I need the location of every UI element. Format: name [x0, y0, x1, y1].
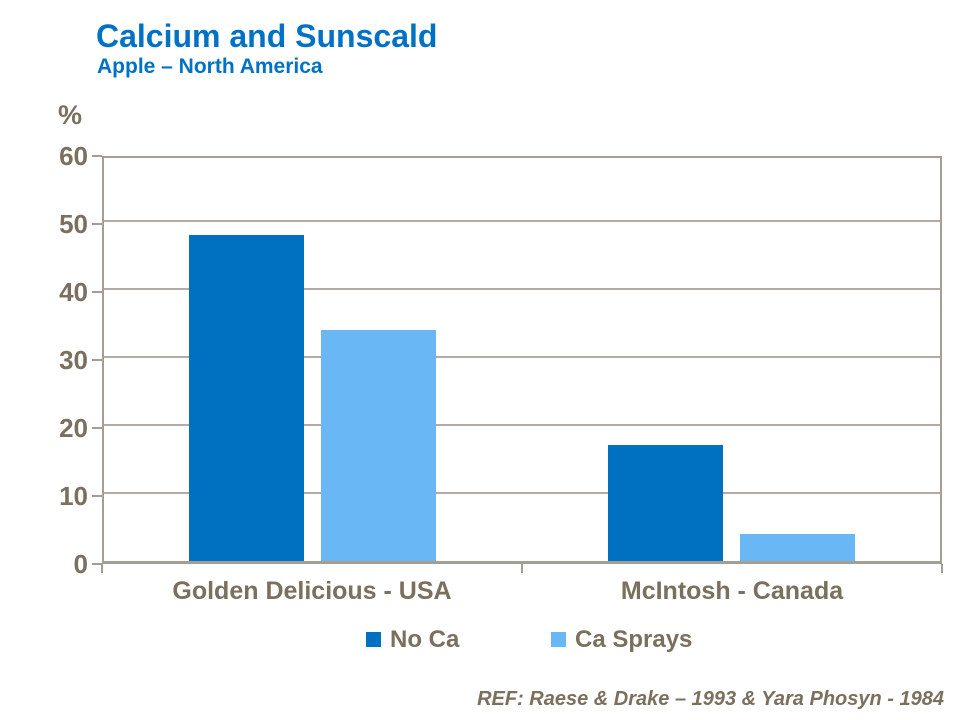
y-tick-mark-20	[92, 427, 102, 429]
gridline-10	[104, 492, 940, 494]
bar-no-ca-golden-delicious-usa	[188, 235, 304, 561]
chart-title: Calcium and Sunscald	[96, 18, 438, 54]
legend-item-no-ca: No Ca	[366, 626, 459, 654]
bar-no-ca-mcintosh-canada	[607, 445, 723, 561]
x-tick-mark-1	[521, 564, 523, 573]
gridline-20	[104, 424, 940, 426]
y-tick-label-40: 40	[59, 277, 88, 307]
y-tick-label-60: 60	[59, 141, 88, 171]
gridline-50	[104, 220, 940, 222]
gridline-40	[104, 288, 940, 290]
x-tick-mark-2	[941, 564, 943, 573]
y-tick-mark-40	[92, 291, 102, 293]
y-tick-mark-0	[92, 563, 102, 565]
bar-ca-sprays-mcintosh-canada	[739, 534, 855, 561]
chart-subtitle: Apple – North America	[97, 55, 323, 78]
bar-ca-sprays-golden-delicious-usa	[320, 330, 436, 561]
y-tick-label-10: 10	[59, 481, 88, 511]
y-tick-mark-30	[92, 359, 102, 361]
x-category-label-golden-delicious-usa: Golden Delicious - USA	[172, 577, 452, 605]
x-tick-mark-0	[101, 564, 103, 573]
gridline-30	[104, 356, 940, 358]
legend-item-ca-sprays: Ca Sprays	[551, 626, 692, 654]
y-tick-mark-50	[92, 223, 102, 225]
legend-label-ca-sprays: Ca Sprays	[575, 626, 693, 653]
y-tick-label-0: 0	[73, 549, 88, 579]
y-tick-label-20: 20	[59, 413, 88, 443]
legend-label-no-ca: No Ca	[390, 626, 460, 653]
y-tick-mark-10	[92, 495, 102, 497]
legend-swatch-no-ca	[366, 632, 381, 647]
legend-swatch-ca-sprays	[551, 632, 566, 647]
x-category-label-mcintosh-canada: McIntosh - Canada	[620, 577, 844, 605]
y-tick-label-30: 30	[59, 345, 88, 375]
y-axis-unit-label: %	[58, 100, 83, 130]
reference-text: REF: Raese & Drake – 1993 & Yara Phosyn …	[477, 688, 944, 710]
plot-area	[102, 156, 942, 564]
y-tick-mark-60	[92, 155, 102, 157]
y-tick-label-50: 50	[59, 209, 88, 239]
